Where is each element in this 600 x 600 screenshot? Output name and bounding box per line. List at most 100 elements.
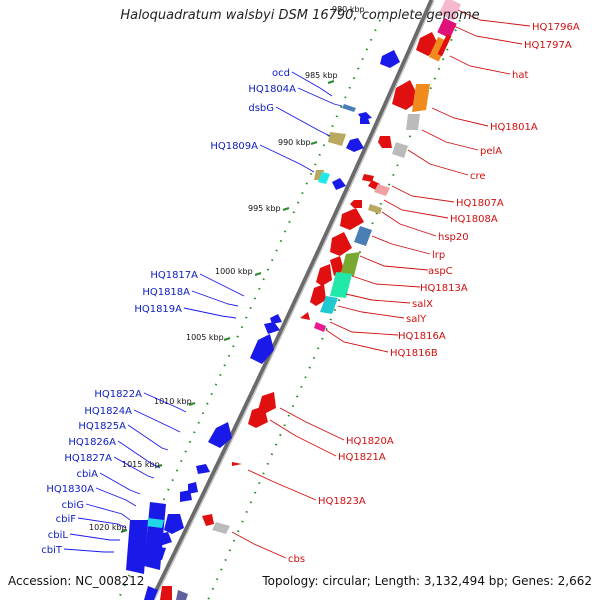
gene-label-hq1804a[interactable]: HQ1804A bbox=[248, 84, 296, 95]
gene-feature[interactable] bbox=[248, 406, 268, 428]
leader-line bbox=[231, 531, 287, 559]
gene-feature[interactable] bbox=[176, 590, 188, 600]
gene-label-hq1816a[interactable]: HQ1816A bbox=[398, 331, 446, 342]
gene-feature[interactable] bbox=[208, 422, 232, 448]
kbp-tick bbox=[188, 402, 196, 406]
gene-label-hq1830a[interactable]: HQ1830A bbox=[46, 484, 94, 495]
leader-line bbox=[191, 290, 239, 307]
gene-label-hq1824a[interactable]: HQ1824A bbox=[84, 406, 132, 417]
gene-label-hq1826a[interactable]: HQ1826A bbox=[68, 437, 116, 448]
gene-feature[interactable] bbox=[300, 312, 310, 320]
gene-feature[interactable] bbox=[368, 204, 382, 214]
leader-line bbox=[63, 548, 114, 553]
gene-feature[interactable] bbox=[380, 50, 400, 68]
gene-feature[interactable] bbox=[392, 80, 420, 110]
gene-feature[interactable] bbox=[212, 522, 230, 534]
gene-label-aspc[interactable]: aspC bbox=[428, 266, 453, 277]
gene-label-pela[interactable]: pelA bbox=[480, 146, 502, 157]
gene-label-hq1809a[interactable]: HQ1809A bbox=[210, 141, 258, 152]
gene-label-hq1821a[interactable]: HQ1821A bbox=[338, 452, 386, 463]
gene-label-hq1817a[interactable]: HQ1817A bbox=[150, 270, 198, 281]
gene-feature[interactable] bbox=[328, 132, 346, 146]
gene-feature[interactable] bbox=[340, 252, 360, 276]
leader-line bbox=[133, 409, 181, 433]
gene-feature[interactable] bbox=[346, 138, 364, 152]
gene-feature[interactable] bbox=[342, 104, 356, 112]
leader-line bbox=[143, 392, 187, 413]
gene-label-hq1813a[interactable]: HQ1813A bbox=[420, 283, 468, 294]
gene-feature[interactable] bbox=[350, 200, 362, 208]
gene-feature[interactable] bbox=[144, 586, 158, 600]
backbone-highlight bbox=[153, 0, 435, 600]
gene-label-hq1807a[interactable]: HQ1807A bbox=[456, 198, 504, 209]
gene-feature[interactable] bbox=[158, 532, 172, 546]
gene-feature[interactable] bbox=[438, 0, 462, 21]
leader-line bbox=[431, 107, 489, 127]
gene-feature[interactable] bbox=[330, 232, 352, 256]
gene-feature[interactable] bbox=[316, 264, 332, 286]
gene-feature[interactable] bbox=[354, 226, 372, 246]
gene-label-cbit[interactable]: cbiT bbox=[41, 545, 63, 556]
gene-feature[interactable] bbox=[146, 518, 164, 528]
gene-feature[interactable] bbox=[406, 114, 420, 130]
gene-label-cbs[interactable]: cbs bbox=[288, 554, 305, 565]
gene-label-hq1808a[interactable]: HQ1808A bbox=[450, 214, 498, 225]
gene-label-hq1816b[interactable]: HQ1816B bbox=[390, 348, 438, 359]
gene-label-hq1825a[interactable]: HQ1825A bbox=[78, 421, 126, 432]
gene-feature[interactable] bbox=[318, 172, 330, 184]
gene-label-hq1796a[interactable]: HQ1796A bbox=[532, 22, 580, 33]
gene-label-salx[interactable]: salX bbox=[412, 299, 433, 310]
gene-label-hq1797a[interactable]: HQ1797A bbox=[524, 40, 572, 51]
gene-label-hq1818a[interactable]: HQ1818A bbox=[142, 287, 190, 298]
gene-label-dsbg[interactable]: dsbG bbox=[248, 103, 274, 114]
gene-label-hsp20[interactable]: hsp20 bbox=[438, 232, 469, 243]
gene-feature[interactable] bbox=[378, 136, 392, 148]
gene-label-cre[interactable]: cre bbox=[470, 171, 486, 182]
gene-feature[interactable] bbox=[374, 184, 390, 196]
gene-feature[interactable] bbox=[164, 514, 184, 534]
kbp-label: 995 kbp bbox=[248, 204, 281, 213]
gene-feature[interactable] bbox=[250, 334, 274, 364]
gene-feature[interactable] bbox=[126, 520, 148, 574]
gene-feature[interactable] bbox=[330, 272, 352, 298]
gene-feature[interactable] bbox=[314, 322, 326, 332]
gene-feature[interactable] bbox=[310, 284, 326, 306]
gene-label-cbig[interactable]: cbiG bbox=[62, 500, 84, 511]
gene-label-cbia[interactable]: cbiA bbox=[77, 469, 99, 480]
gene-feature[interactable] bbox=[392, 142, 408, 158]
gene-label-ocd[interactable]: ocd bbox=[272, 68, 290, 79]
gene-label-saly[interactable]: salY bbox=[406, 314, 427, 325]
gene-label-hq1801a[interactable]: HQ1801A bbox=[490, 122, 538, 133]
gene-feature[interactable] bbox=[188, 482, 198, 494]
gene-feature[interactable] bbox=[360, 118, 370, 124]
gene-feature[interactable] bbox=[270, 314, 282, 324]
gene-label-hat[interactable]: hat bbox=[512, 70, 528, 81]
gene-feature[interactable] bbox=[264, 322, 280, 334]
gene-feature[interactable] bbox=[150, 546, 166, 560]
gene-feature[interactable] bbox=[320, 296, 338, 314]
gene-label-hq1823a[interactable]: HQ1823A bbox=[318, 496, 366, 507]
gene-label-hq1827a[interactable]: HQ1827A bbox=[64, 453, 112, 464]
gene-feature[interactable] bbox=[437, 17, 457, 39]
gene-feature[interactable] bbox=[437, 34, 452, 57]
gene-feature[interactable] bbox=[232, 462, 242, 466]
kbp-label: 1010 kbp bbox=[154, 397, 192, 406]
gene-label-cbil[interactable]: cbiL bbox=[48, 530, 69, 541]
gene-feature[interactable] bbox=[412, 84, 430, 112]
gene-feature[interactable] bbox=[362, 174, 374, 182]
gene-label-lrp[interactable]: lrp bbox=[432, 250, 445, 261]
gene-feature[interactable] bbox=[330, 256, 344, 276]
gene-label-hq1819a[interactable]: HQ1819A bbox=[134, 304, 182, 315]
gene-feature[interactable] bbox=[202, 514, 214, 526]
gene-feature[interactable] bbox=[180, 490, 192, 502]
right-gene-track bbox=[160, 0, 462, 600]
leader-line bbox=[421, 129, 479, 151]
gene-feature[interactable] bbox=[196, 464, 210, 474]
gene-label-cbif[interactable]: cbiF bbox=[56, 514, 77, 525]
gene-feature[interactable] bbox=[160, 586, 172, 600]
leader-line bbox=[381, 211, 437, 237]
gene-label-hq1820a[interactable]: HQ1820A bbox=[346, 436, 394, 447]
gene-label-hq1822a[interactable]: HQ1822A bbox=[94, 389, 142, 400]
gene-feature[interactable] bbox=[340, 208, 364, 230]
gene-feature[interactable] bbox=[332, 178, 346, 190]
